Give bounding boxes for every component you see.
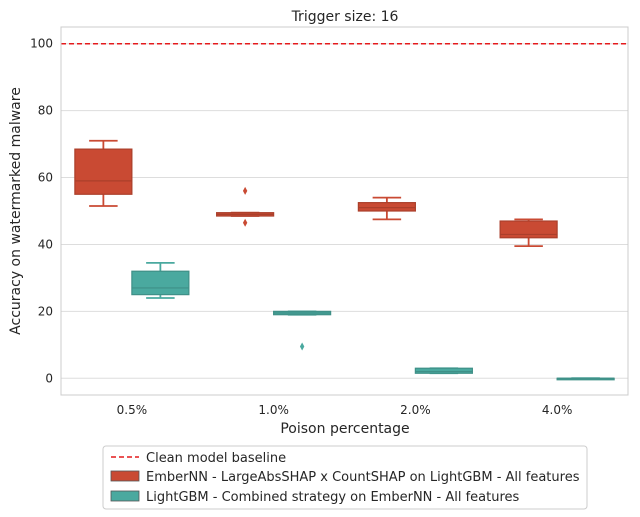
x-axis-label: Poison percentage — [280, 421, 409, 437]
box-1-0 — [131, 261, 190, 299]
box-body — [131, 270, 190, 296]
box-body — [357, 202, 416, 212]
legend: Clean model baseline EmberNN - LargeAbsS… — [102, 445, 588, 510]
box-body — [74, 148, 133, 195]
box-1-3 — [556, 377, 615, 381]
box-0-0 — [74, 139, 133, 207]
legend-series-0-label: EmberNN - LargeAbsSHAP x CountSHAP on Li… — [146, 470, 580, 485]
y-tick-label-0: 0 — [45, 371, 53, 385]
x-tick-label-0: 0.5% — [117, 403, 148, 417]
legend-baseline-label: Clean model baseline — [146, 451, 286, 466]
box-0-2 — [357, 196, 416, 221]
x-tick-label-3: 4.0% — [542, 403, 573, 417]
box-0-1 — [216, 186, 275, 227]
y-tick-label-80: 80 — [38, 104, 53, 118]
y-tick-label-100: 100 — [30, 37, 53, 51]
grid — [61, 43, 628, 379]
plot-frame — [60, 26, 629, 396]
box-0-3 — [499, 218, 558, 248]
outlier-1 — [242, 218, 248, 227]
y-axis-label: Accuracy on watermarked malware — [8, 87, 24, 335]
legend-series-1-swatch — [110, 490, 140, 502]
y-tick-label-60: 60 — [38, 171, 53, 185]
y-tick-label-20: 20 — [38, 304, 53, 318]
boxes — [74, 139, 615, 381]
y-tick-label-40: 40 — [38, 237, 53, 251]
outlier-0 — [242, 186, 248, 195]
x-tick-label-1: 1.0% — [258, 403, 289, 417]
y-tick-labels: 0 20 40 60 80 100 — [30, 37, 53, 386]
x-tick-labels: 0.5% 1.0% 2.0% 4.0% — [117, 403, 573, 417]
outlier-0 — [299, 342, 305, 351]
chart-title: Trigger size: 16 — [291, 9, 399, 25]
box-body — [414, 367, 473, 374]
box-body — [499, 220, 558, 239]
box-1-1 — [273, 310, 332, 351]
box-1-2 — [414, 367, 473, 375]
x-tick-label-2: 2.0% — [400, 403, 431, 417]
legend-series-0-swatch — [110, 470, 140, 482]
legend-frame — [102, 445, 588, 510]
legend-series-1-label: LightGBM - Combined strategy on EmberNN … — [146, 490, 520, 505]
